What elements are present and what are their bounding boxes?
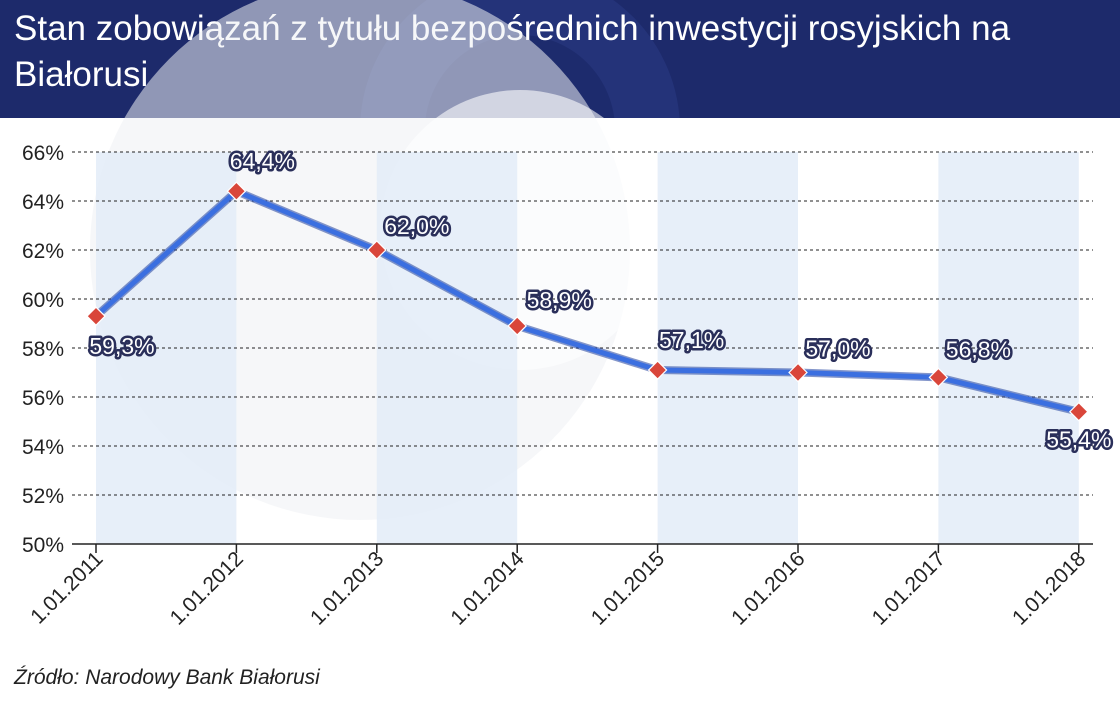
data-point-marker [226,181,247,202]
y-tick-label: 62% [22,240,64,263]
data-point-marker [507,316,528,336]
data-label: 57,0% [805,336,870,362]
y-tick-label: 58% [22,338,64,361]
data-point-marker [366,240,387,260]
y-tick-label: 66% [22,142,64,165]
x-tick-label: 1.01.2015 [587,547,669,629]
y-tick-label: 64% [22,191,64,214]
y-tick-label: 50% [22,534,64,557]
data-point-marker [647,360,668,380]
data-point-marker [928,367,949,388]
y-tick-label: 52% [22,485,64,508]
data-label: 59,3% [89,333,154,359]
data-point-marker [1068,401,1089,422]
x-tick-label: 1.01.2012 [166,547,248,629]
data-label: 64,4% [230,148,295,174]
x-tick-label: 1.01.2016 [727,547,809,629]
y-tick-label: 54% [22,436,64,459]
series-line [94,188,1080,415]
x-tick-label: 1.01.2011 [26,547,107,628]
series-line-group [93,187,1080,416]
y-tick-label: 60% [22,289,64,312]
data-label: 57,1% [659,327,724,353]
y-tick-label: 56% [22,387,64,410]
y-axis-ticks: 50% 52% 54% 56% 58% 60% 62% 64% 66% [22,142,64,557]
x-tick-label: 1.01.2018 [1008,547,1090,629]
markers-group [86,181,1089,422]
x-tick-label: 1.01.2013 [306,547,388,629]
data-label: 56,8% [946,336,1011,362]
x-axis-ticks: 1.01.2011 1.01.2012 1.01.2013 1.01.2014 1.01… [26,544,1090,630]
data-labels-group: 59,3% 64,4% 62,0% 58,9% 57,1% 57,0% 56,8% 55,4% [87,146,1114,456]
data-label: 55,4% [1046,427,1111,453]
x-tick-label: 1.01.2017 [868,547,950,629]
data-point-marker [788,362,808,383]
x-tick-label: 1.01.2014 [446,547,529,630]
data-label: 62,0% [384,213,449,239]
data-label: 58,9% [527,287,592,313]
source-note: Źródło: Narodowy Bank Białorusi [14,666,320,689]
data-point-marker [86,306,106,326]
